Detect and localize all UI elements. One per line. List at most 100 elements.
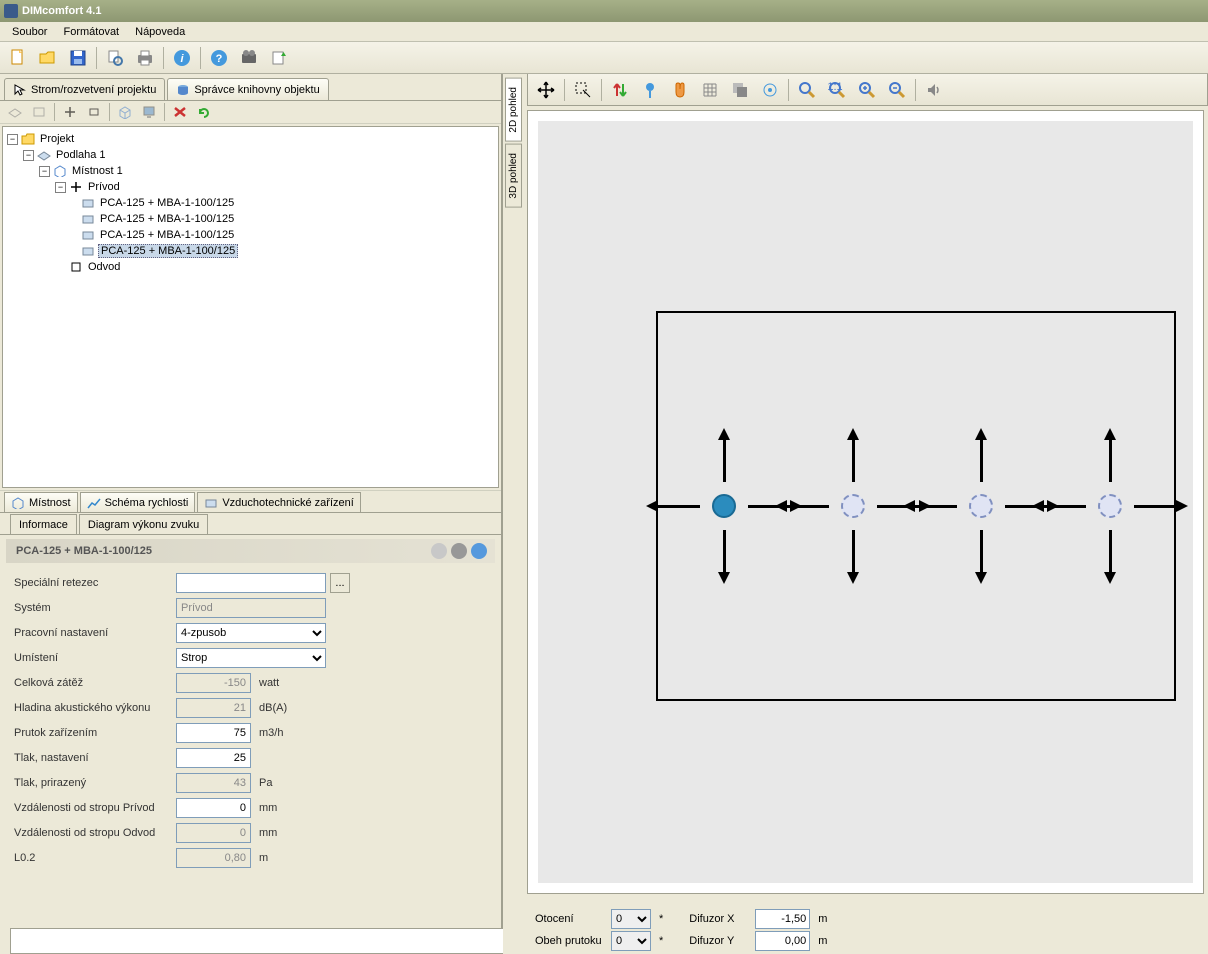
move-button[interactable] xyxy=(532,77,560,103)
input-dist-sup[interactable] xyxy=(176,798,251,818)
left-tab-strip: Strom/rozvetvení projektu Správce knihov… xyxy=(0,76,501,100)
add-floor-button[interactable] xyxy=(4,102,26,122)
canvas-viewport[interactable] xyxy=(538,121,1193,883)
tree-item-label[interactable]: PCA-125 + MBA-1-100/125 xyxy=(98,244,238,258)
subtab-info[interactable]: Informace xyxy=(10,514,77,534)
tab-room[interactable]: Místnost xyxy=(4,492,78,512)
help-button[interactable]: ? xyxy=(205,45,233,71)
flow-arrow xyxy=(723,438,726,482)
properties-title: PCA-125 + MBA-1-100/125 xyxy=(16,545,152,557)
diffuser-node[interactable] xyxy=(969,494,993,518)
grid-button[interactable] xyxy=(696,77,724,103)
subtab-sound-label: Diagram výkonu zvuku xyxy=(88,519,199,531)
open-file-button[interactable] xyxy=(34,45,62,71)
info-button[interactable]: i xyxy=(168,45,196,71)
device-icon xyxy=(204,497,218,509)
print-button[interactable] xyxy=(131,45,159,71)
label-circulate: Obeh prutoku xyxy=(535,935,605,947)
add-room-button[interactable] xyxy=(28,102,50,122)
tree-toggle[interactable]: − xyxy=(39,166,50,177)
refresh-tree-button[interactable] xyxy=(193,102,215,122)
tab-hvac[interactable]: Vzduchotechnické zařízení xyxy=(197,492,360,512)
tab-object-library[interactable]: Správce knihovny objektu xyxy=(167,78,328,100)
input-flow[interactable] xyxy=(176,723,251,743)
label-load: Celková zátěž xyxy=(6,677,176,689)
zoom-in-button[interactable] xyxy=(853,77,881,103)
label-press-asg: Tlak, prirazený xyxy=(6,777,176,789)
detail-tabs: Místnost Schéma rychlosti Vzduchotechnic… xyxy=(0,490,501,512)
tree-floor-label[interactable]: Podlaha 1 xyxy=(54,149,108,161)
properties-panel: PCA-125 + MBA-1-100/125 Speciální reteze… xyxy=(0,534,501,954)
select-rotation[interactable]: 0 xyxy=(611,909,651,929)
hand-button[interactable] xyxy=(666,77,694,103)
select-button[interactable] xyxy=(569,77,597,103)
cube-button[interactable] xyxy=(114,102,136,122)
refresh-button[interactable] xyxy=(265,45,293,71)
project-tree[interactable]: − Projekt − Podlaha 1 − Místnost 1 − Prí… xyxy=(2,126,499,488)
save-button[interactable] xyxy=(64,45,92,71)
select-placement[interactable]: Strop xyxy=(176,648,326,668)
svg-text:1:1: 1:1 xyxy=(827,81,842,93)
monitor-button[interactable] xyxy=(138,102,160,122)
add-exhaust-button[interactable] xyxy=(83,102,105,122)
tree-item-label[interactable]: PCA-125 + MBA-1-100/125 xyxy=(98,213,236,225)
canvas-2d[interactable] xyxy=(527,110,1204,894)
movie-button[interactable] xyxy=(235,45,263,71)
tab-velocity[interactable]: Schéma rychlosti xyxy=(80,492,196,512)
subtab-sound[interactable]: Diagram výkonu zvuku xyxy=(79,514,208,534)
layers-button[interactable] xyxy=(726,77,754,103)
chart-icon xyxy=(87,497,101,509)
tree-toggle[interactable]: − xyxy=(7,134,18,145)
zoom-11-button[interactable]: 1:1 xyxy=(823,77,851,103)
diffuser-node[interactable] xyxy=(1098,494,1122,518)
tree-toggle[interactable]: − xyxy=(55,182,66,193)
browse-button[interactable]: ... xyxy=(330,573,350,593)
flip-button[interactable] xyxy=(606,77,634,103)
input-diffx[interactable] xyxy=(755,909,810,929)
menu-format[interactable]: Formátovat xyxy=(55,24,127,40)
view-toolbar: 1:1 xyxy=(527,74,1208,106)
subtab-info-label: Informace xyxy=(19,519,68,531)
tab-room-label: Místnost xyxy=(29,497,71,509)
diffuser-node[interactable] xyxy=(712,494,736,518)
tree-item-label[interactable]: PCA-125 + MBA-1-100/125 xyxy=(98,229,236,241)
zoom-out-button[interactable] xyxy=(883,77,911,103)
print-preview-button[interactable] xyxy=(101,45,129,71)
select-workmode[interactable]: 4-zpusob xyxy=(176,623,326,643)
tab-2d-view[interactable]: 2D pohled xyxy=(505,78,522,142)
tab-3d-view[interactable]: 3D pohled xyxy=(505,144,522,208)
tree-item-label[interactable]: PCA-125 + MBA-1-100/125 xyxy=(98,197,236,209)
unit-press-asg: Pa xyxy=(259,777,272,789)
input-press-set[interactable] xyxy=(176,748,251,768)
label-sound: Hladina akustického výkonu xyxy=(6,702,176,714)
new-file-button[interactable] xyxy=(4,45,32,71)
flow-arrow xyxy=(785,505,829,508)
sound-button[interactable] xyxy=(920,77,948,103)
tree-toggle[interactable]: − xyxy=(23,150,34,161)
diffuser-icon xyxy=(81,213,95,225)
delete-button[interactable] xyxy=(169,102,191,122)
input-diffy[interactable] xyxy=(755,931,810,951)
input-special[interactable] xyxy=(176,573,326,593)
tab-project-tree[interactable]: Strom/rozvetvení projektu xyxy=(4,78,165,100)
right-panel: 2D pohled 3D pohled 1:1 xyxy=(503,74,1208,954)
input-press-asg xyxy=(176,773,251,793)
menu-file[interactable]: Soubor xyxy=(4,24,55,40)
tree-root-label[interactable]: Projekt xyxy=(38,133,76,145)
zoom-fit-button[interactable] xyxy=(793,77,821,103)
select-circulate[interactable]: 0 xyxy=(611,931,651,951)
flow-arrow xyxy=(980,438,983,482)
room-icon xyxy=(53,165,67,177)
tab-hvac-label: Vzduchotechnické zařízení xyxy=(222,497,353,509)
tree-supply-label[interactable]: Prívod xyxy=(86,181,122,193)
menu-help[interactable]: Nápoveda xyxy=(127,24,193,40)
add-supply-button[interactable] xyxy=(59,102,81,122)
label-l02: L0.2 xyxy=(6,852,176,864)
folder-icon xyxy=(21,133,35,145)
tree-exhaust-label[interactable]: Odvod xyxy=(86,261,122,273)
target-button[interactable] xyxy=(756,77,784,103)
tree-room-label[interactable]: Místnost 1 xyxy=(70,165,125,177)
diffuser-icon xyxy=(81,197,95,209)
diffuser-node[interactable] xyxy=(841,494,865,518)
pin-button[interactable] xyxy=(636,77,664,103)
